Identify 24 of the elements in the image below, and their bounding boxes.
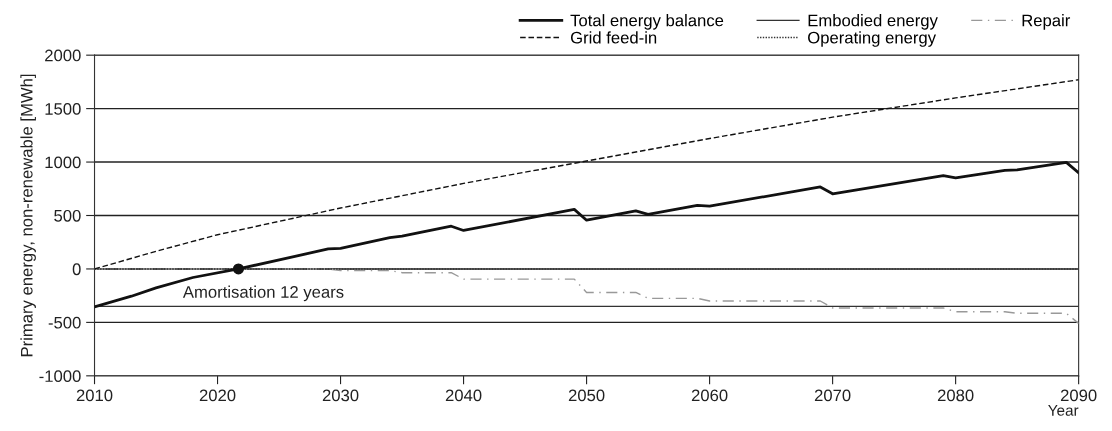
y-tick-label: 1000 <box>45 156 81 169</box>
x-tick-label: 2030 <box>322 389 359 402</box>
legend-label: Operating energy <box>808 31 936 47</box>
y-tick-label: 2000 <box>45 49 81 62</box>
x-tick-label: 2080 <box>937 389 974 402</box>
x-tick-label: 2070 <box>814 389 851 402</box>
x-tick-label: 2010 <box>76 389 113 402</box>
legend-label: Total energy balance <box>570 14 724 30</box>
y-tick-label: 1500 <box>45 103 81 115</box>
y-tick-label: -500 <box>48 316 81 329</box>
legend-label: Embodied energy <box>808 14 938 30</box>
y-tick-label: 500 <box>54 209 81 222</box>
x-axis-title: Year <box>1048 405 1079 416</box>
y-tick-label: -1000 <box>39 370 81 383</box>
annotation: Amortisation 12 years <box>182 285 344 302</box>
legend-label: Grid feed-in <box>570 31 657 44</box>
x-tick-label: 2090 <box>1060 389 1097 402</box>
x-tick-label: 2060 <box>691 389 728 402</box>
x-tick-label: 2040 <box>445 389 482 402</box>
y-tick-label: 0 <box>72 263 81 276</box>
x-tick-label: 2050 <box>568 389 605 402</box>
y-axis-title: Primary energy, non-renewable [MWh] <box>20 74 36 357</box>
legend-label: Repair <box>1022 14 1071 30</box>
x-tick-label: 2020 <box>199 389 236 402</box>
